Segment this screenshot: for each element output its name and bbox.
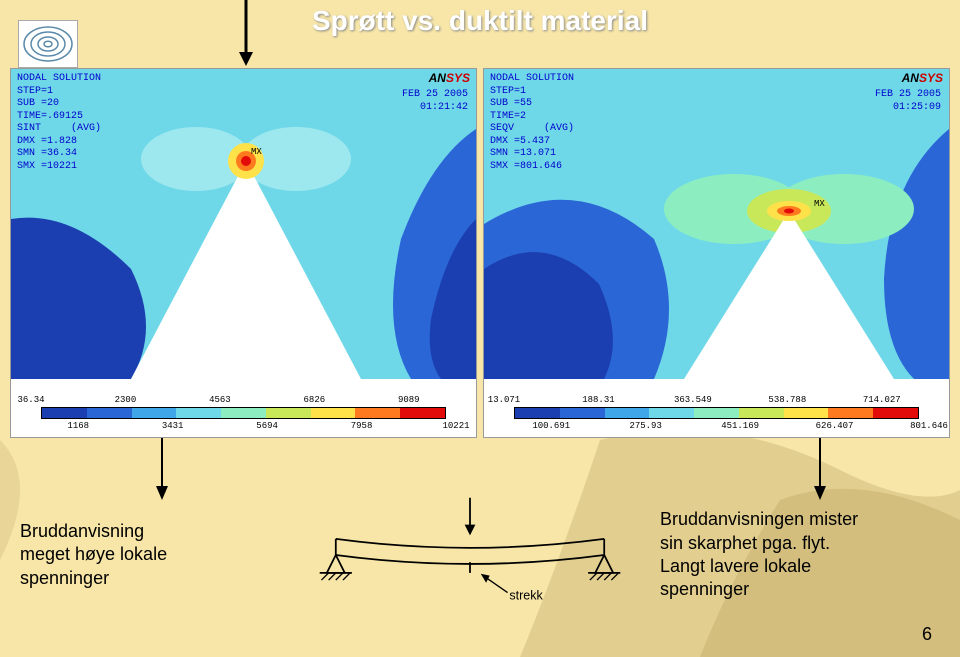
arrow-down-icon bbox=[810, 438, 830, 500]
plot-left: ANSYS NODAL SOLUTION STEP=1 SUB =20 TIME… bbox=[10, 68, 477, 438]
caption-line: Bruddanvisning bbox=[20, 520, 280, 543]
caption-line: Bruddanvisningen mister bbox=[660, 508, 940, 531]
caption-line: meget høye lokale bbox=[20, 543, 280, 566]
plot-right-header: NODAL SOLUTION STEP=1 SUB =55 TIME=2 SEQ… bbox=[490, 73, 574, 173]
plot-right: ANSYS NODAL SOLUTION STEP=1 SUB =55 TIME… bbox=[483, 68, 950, 438]
plot-right-date: FEB 25 2005 01:25:09 bbox=[875, 89, 941, 114]
caption-line: spenninger bbox=[20, 567, 280, 590]
plot-left-header: NODAL SOLUTION STEP=1 SUB =20 TIME=.6912… bbox=[17, 73, 101, 173]
mx-label: MX bbox=[814, 199, 825, 209]
arrow-down-icon bbox=[152, 438, 172, 500]
strekk-label: strekk bbox=[509, 589, 543, 603]
left-caption: Bruddanvisning meget høye lokale spennin… bbox=[0, 520, 300, 590]
colorbar-left bbox=[41, 407, 446, 419]
plots-row: ANSYS NODAL SOLUTION STEP=1 SUB =20 TIME… bbox=[10, 68, 950, 438]
mx-label: MX bbox=[251, 147, 262, 157]
ansys-logo: ANSYS bbox=[429, 71, 470, 85]
beam-diagram: strekk bbox=[300, 485, 640, 625]
right-caption: Bruddanvisningen mister sin skarphet pga… bbox=[640, 508, 960, 602]
caption-line: spenninger bbox=[660, 578, 940, 601]
plot-left-date: FEB 25 2005 01:21:42 bbox=[402, 89, 468, 114]
slide-title: Sprøtt vs. duktilt material bbox=[0, 5, 960, 37]
caption-line: sin skarphet pga. flyt. bbox=[660, 532, 940, 555]
ansys-logo: ANSYS bbox=[902, 71, 943, 85]
colorbar-right bbox=[514, 407, 919, 419]
colorbar-left-labels: 36.3423004563682690891168343156947958102… bbox=[31, 421, 456, 435]
caption-line: Langt lavere lokale bbox=[660, 555, 940, 578]
colorbar-right-labels: 13.071188.31363.549538.788714.027100.691… bbox=[504, 421, 929, 435]
page-number: 6 bbox=[922, 624, 932, 645]
